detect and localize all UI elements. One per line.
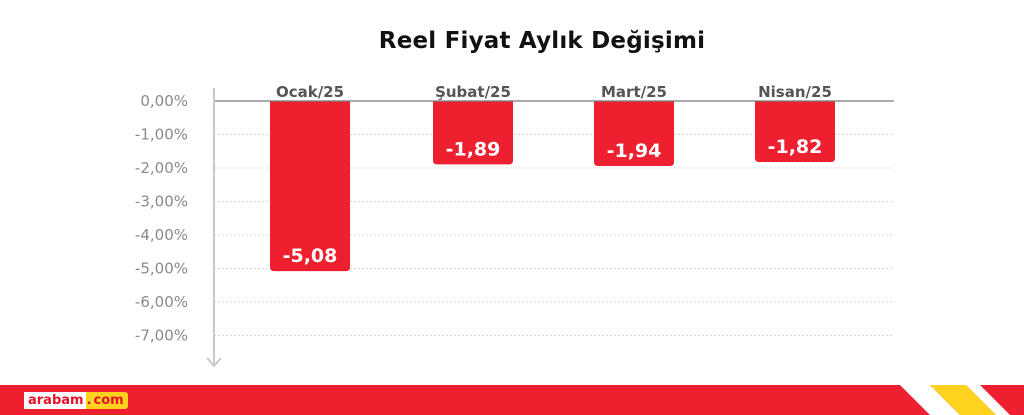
bar	[755, 101, 835, 162]
logo-text-tld: com	[92, 392, 128, 409]
y-axis-arrow-icon	[206, 357, 222, 368]
bar	[433, 101, 513, 165]
footer-brand-bar	[0, 385, 1024, 415]
bar-value-label: -1,94	[607, 140, 662, 162]
x-category-label: Şubat/25	[435, 83, 511, 101]
bar-chart-plot: 0,00% -1,00% -2,00% -3,00% -4,00% -5,00% -6,00…	[135, 83, 894, 368]
y-tick-label: -2,00%	[135, 159, 188, 177]
x-category-label: Mart/25	[601, 83, 667, 101]
bar-value-label: -1,82	[768, 136, 823, 158]
bar	[594, 101, 674, 166]
chart-title: Reel Fiyat Aylık Değişimi	[378, 28, 706, 54]
bar	[270, 101, 350, 272]
y-tick-label: 0,00%	[140, 92, 188, 110]
x-category-label: Nisan/25	[758, 83, 832, 101]
y-tick-label: -3,00%	[135, 193, 188, 211]
y-tick-label: -6,00%	[135, 293, 188, 311]
x-category-label: Ocak/25	[276, 83, 344, 101]
arabam-logo[interactable]: arabam . com	[24, 392, 128, 409]
y-tick-label: -1,00%	[135, 126, 188, 144]
logo-text-dot: .	[85, 392, 93, 409]
bar-value-label: -5,08	[283, 245, 338, 267]
logo-text-main: arabam	[24, 392, 86, 409]
bar-value-label: -1,89	[446, 138, 501, 160]
y-tick-label: -5,00%	[135, 260, 188, 278]
y-tick-label: -4,00%	[135, 226, 188, 244]
y-tick-label: -7,00%	[135, 327, 188, 345]
